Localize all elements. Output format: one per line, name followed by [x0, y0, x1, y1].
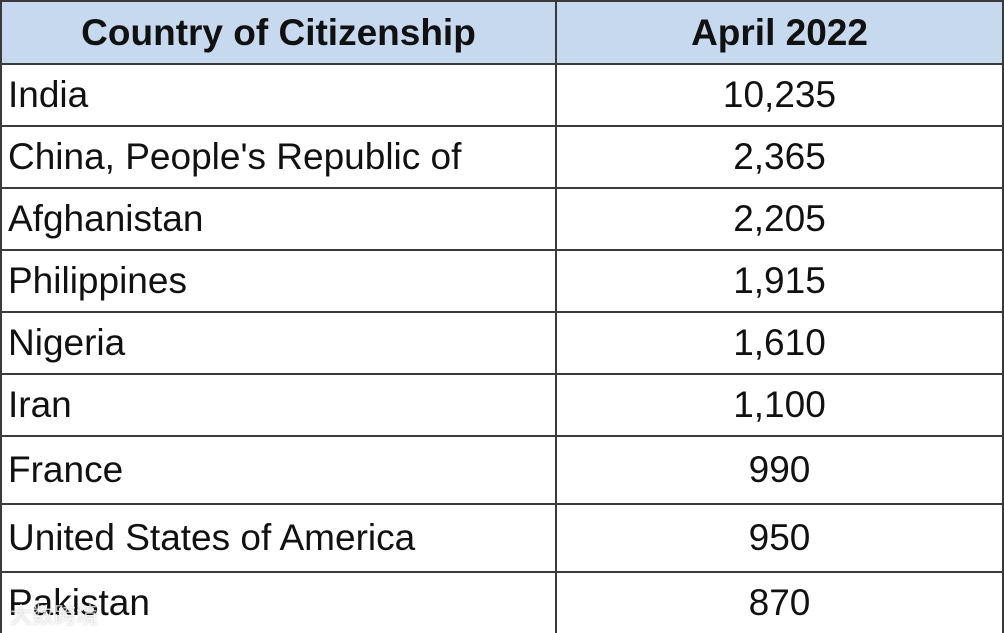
count-cell: 1,100 — [555, 373, 1004, 437]
count-cell: 950 — [555, 503, 1004, 573]
country-cell: Nigeria — [0, 311, 557, 375]
count-cell: 10,235 — [555, 63, 1004, 127]
column-header: April 2022 — [555, 0, 1004, 65]
country-cell: France — [0, 435, 557, 505]
count-cell: 2,205 — [555, 187, 1004, 251]
table-row: Pakistan 870 — [0, 571, 1004, 633]
column-header: Country of Citizenship — [0, 0, 557, 65]
count-cell: 870 — [555, 571, 1004, 633]
table-row: Philippines 1,915 — [0, 249, 1004, 313]
count-cell: 1,915 — [555, 249, 1004, 313]
count-cell: 2,365 — [555, 125, 1004, 189]
count-cell: 990 — [555, 435, 1004, 505]
header-row: Country of Citizenship April 2022 — [0, 0, 1004, 65]
country-cell: Iran — [0, 373, 557, 437]
country-cell: China, People's Republic of — [0, 125, 557, 189]
table-row: United States of America 950 — [0, 503, 1004, 573]
country-cell: Philippines — [0, 249, 557, 313]
table-body: India 10,235 China, People's Republic of 2,… — [0, 63, 1004, 633]
country-cell: Afghanistan — [0, 187, 557, 251]
table-row: India 10,235 — [0, 63, 1004, 127]
table-row: Iran 1,100 — [0, 373, 1004, 437]
table-row: Afghanistan 2,205 — [0, 187, 1004, 251]
count-cell: 1,610 — [555, 311, 1004, 375]
table-row: Nigeria 1,610 — [0, 311, 1004, 375]
table-row: China, People's Republic of 2,365 — [0, 125, 1004, 189]
country-cell: United States of America — [0, 503, 557, 573]
country-cell: India — [0, 63, 557, 127]
watermark: 大数跨境 — [10, 603, 99, 628]
country-cell: Pakistan — [0, 571, 557, 633]
table-row: France 990 — [0, 435, 1004, 505]
